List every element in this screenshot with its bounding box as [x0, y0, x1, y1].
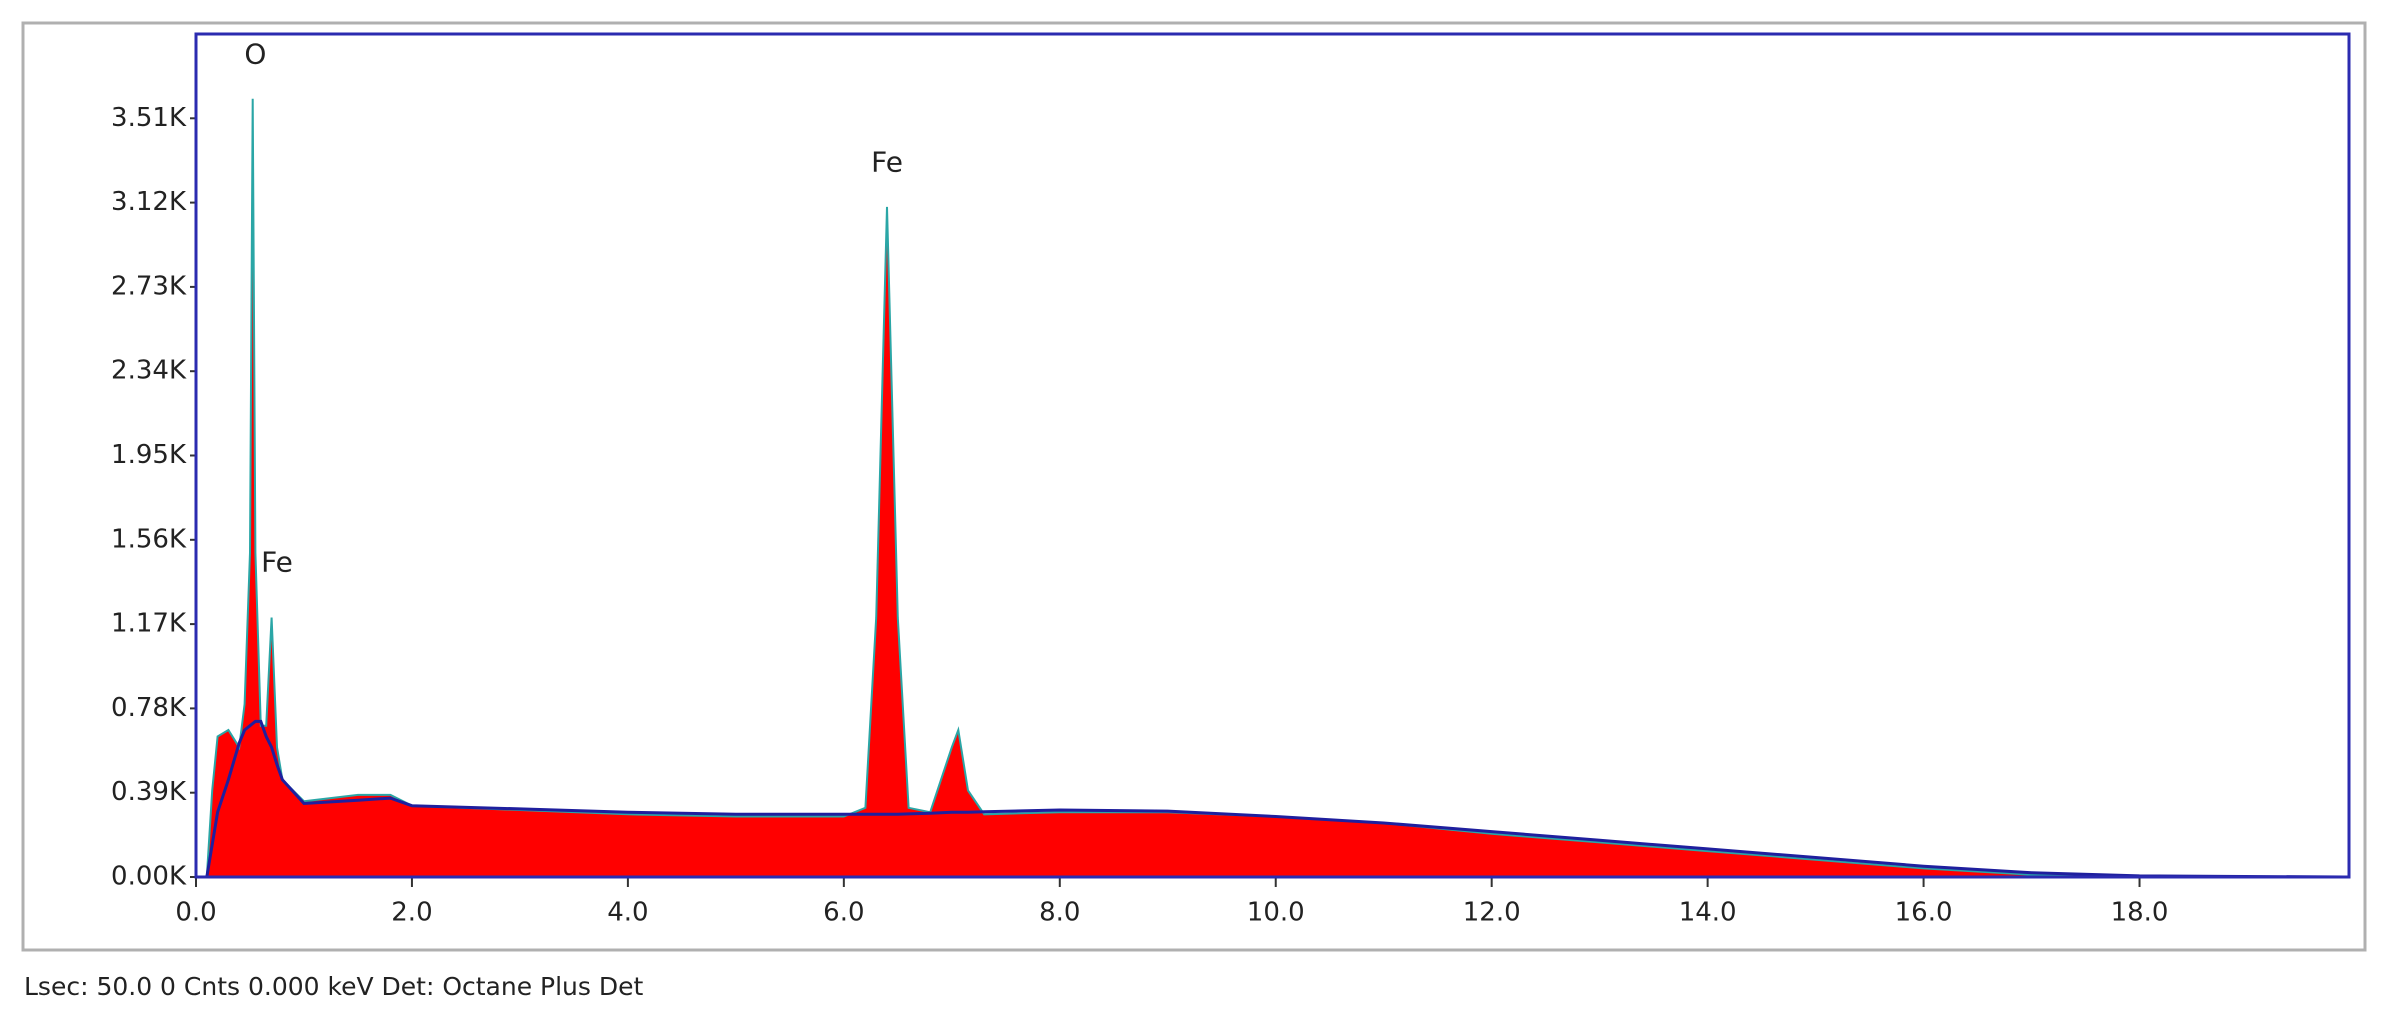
- y-tick-label: 2.73K: [111, 271, 187, 301]
- x-tick-label: 2.0: [391, 898, 432, 928]
- x-tick-label: 14.0: [1679, 898, 1737, 928]
- y-tick-label: 1.56K: [111, 524, 187, 554]
- y-tick-label: 1.17K: [111, 609, 187, 639]
- peak-label: Fe: [261, 546, 293, 579]
- y-tick-label: 0.78K: [111, 693, 187, 723]
- plot-background: [196, 34, 2349, 877]
- x-tick-label: 6.0: [823, 898, 864, 928]
- x-tick-label: 4.0: [607, 898, 648, 928]
- y-tick-label: 3.51K: [111, 103, 187, 133]
- x-tick-label: 10.0: [1247, 898, 1305, 928]
- x-tick-label: 8.0: [1039, 898, 1080, 928]
- y-tick-label: 0.00K: [111, 862, 187, 892]
- peak-label: Fe: [871, 146, 903, 179]
- x-tick-label: 16.0: [1895, 898, 1953, 928]
- y-tick-label: 1.95K: [111, 440, 187, 470]
- x-tick-label: 0.0: [175, 898, 216, 928]
- y-tick-label: 3.12K: [111, 187, 187, 217]
- x-tick-label: 12.0: [1463, 898, 1521, 928]
- y-tick-label: 2.34K: [111, 356, 187, 386]
- peak-label: O: [244, 38, 266, 71]
- x-tick-label: 18.0: [2111, 898, 2169, 928]
- status-footer: Lsec: 50.0 0 Cnts 0.000 keV Det: Octane …: [24, 972, 644, 1001]
- y-tick-label: 0.39K: [111, 777, 187, 807]
- spectrum-outline: [205, 98, 2345, 878]
- plot-border: [194, 32, 2351, 879]
- background-fit-line: [205, 719, 2345, 879]
